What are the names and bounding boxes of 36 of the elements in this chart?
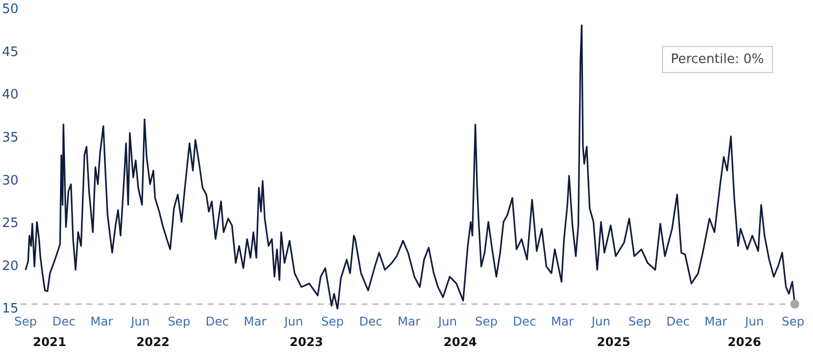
x-tick-label: Sep [321,314,344,329]
x-tick-label: Dec [206,314,229,329]
y-tick-label: 25 [2,216,19,232]
y-tick-label: 30 [2,173,19,188]
x-tick-label: Jun [744,314,764,329]
x-tick-label: Sep [474,314,498,329]
y-tick-label: 50 [2,2,19,18]
x2-tick-label: 2022 [136,334,170,349]
x2-tick-label: 2023 [290,334,324,349]
x2-tick-label: 2024 [444,334,477,349]
x-tick-label: Sep [782,314,804,329]
x-tick-label: Dec [512,314,536,329]
x-tick-label: Sep [168,314,190,329]
x-tick-label: Mar [90,314,114,329]
x-tick-label: Mar [244,314,266,329]
x-tick-label: Mar [398,314,420,329]
annotation: Percentile: 0% [662,46,773,73]
x-tick-label: Dec [359,314,382,329]
x2-tick-label: 2021 [32,334,66,349]
x-tick-label: Sep [14,314,37,329]
y-tick-label: 20 [2,258,19,274]
x-tick-label: Dec [666,314,690,329]
x-tick-label: Mar [704,314,728,329]
y-tick-label: 35 [2,130,19,146]
x-tick-label: Jun [130,314,150,329]
x-tick-label: Mar [551,314,574,329]
x-tick-label: Dec [52,314,76,329]
x-tick-label: Jun [590,314,610,329]
x-tick-label: Jun [283,314,304,329]
x-tick-label: Sep [628,314,652,329]
y-tick-label: 40 [2,88,19,103]
x2-tick-label: 2025 [596,334,630,349]
y-tick-label: 45 [2,44,19,60]
y-tick-label: 15 [2,302,19,317]
x-tick-label: Jun [437,314,457,329]
x2-tick-label: 2026 [728,334,762,349]
